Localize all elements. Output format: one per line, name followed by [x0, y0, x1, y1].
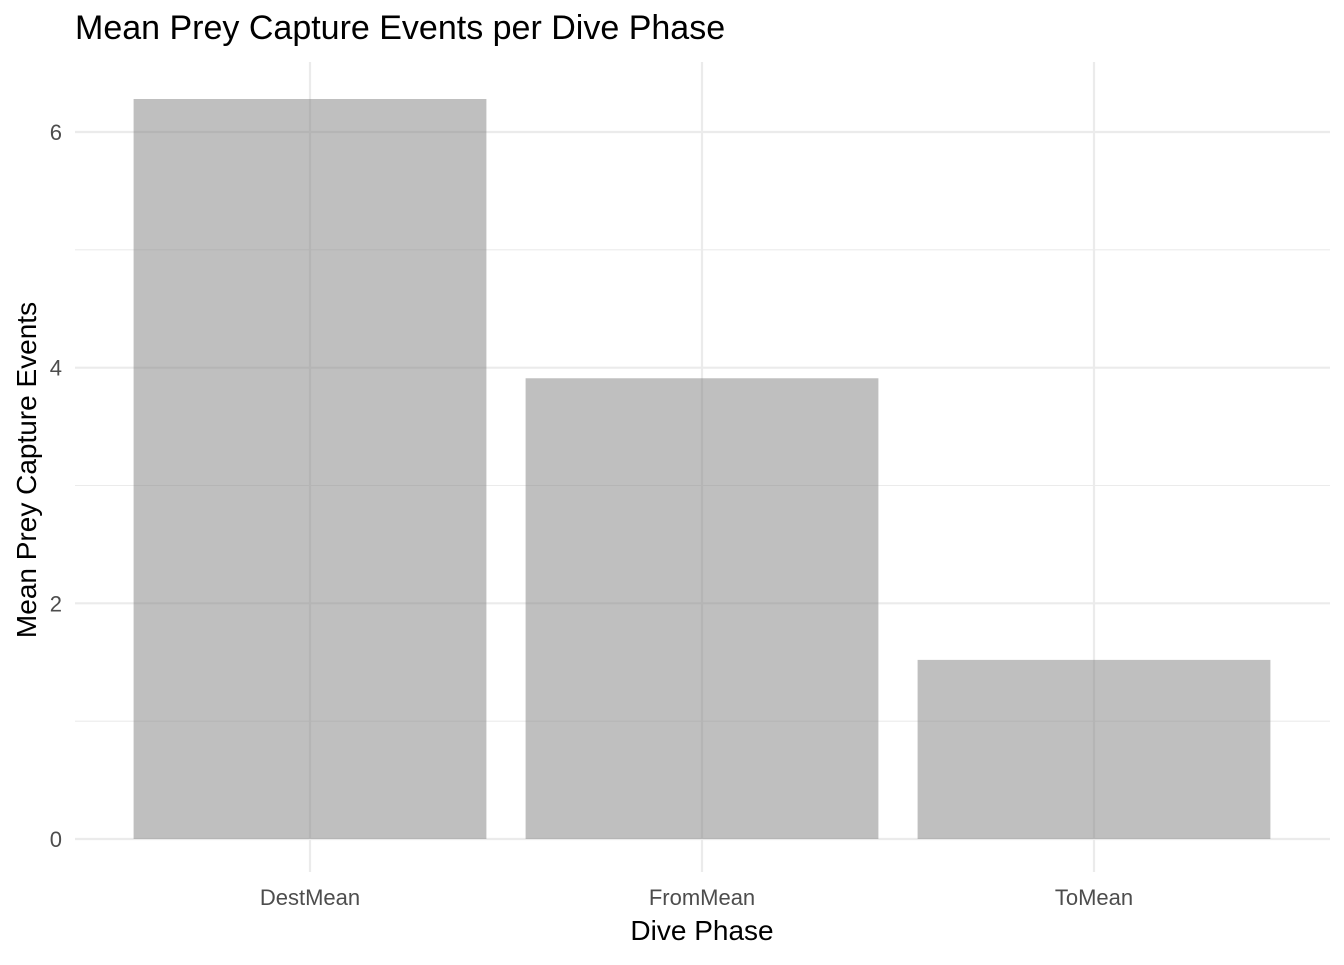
- y-tick-label: 0: [50, 827, 62, 852]
- bar-tomean: [917, 659, 1271, 839]
- y-tick-labels: 0 2 4 6: [50, 120, 62, 852]
- x-tick-label: ToMean: [1055, 885, 1133, 910]
- bar-frommean: [525, 378, 879, 839]
- y-tick-label: 2: [50, 591, 62, 616]
- bar-destmean: [133, 99, 487, 840]
- x-tick-label: FromMean: [649, 885, 755, 910]
- y-axis-title: Mean Prey Capture Events: [11, 302, 42, 638]
- y-tick-label: 4: [50, 356, 62, 381]
- x-tick-label: DestMean: [260, 885, 360, 910]
- chart-title: Mean Prey Capture Events per Dive Phase: [75, 9, 725, 47]
- x-tick-labels: DestMean FromMean ToMean: [260, 885, 1133, 910]
- x-axis-title: Dive Phase: [630, 915, 773, 946]
- bar-layer: [133, 99, 1271, 840]
- y-tick-label: 6: [50, 120, 62, 145]
